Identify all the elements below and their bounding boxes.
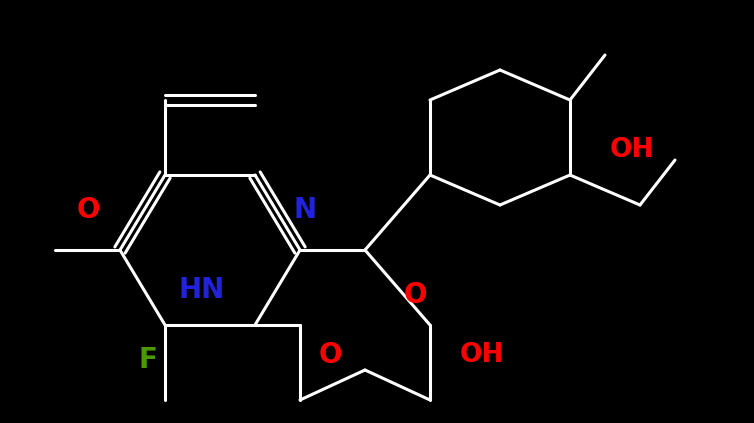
Text: F: F (139, 346, 158, 374)
Text: OH: OH (460, 342, 504, 368)
Text: N: N (293, 196, 317, 224)
Text: O: O (318, 341, 342, 369)
Text: OH: OH (610, 137, 654, 163)
Text: O: O (76, 196, 100, 224)
Text: HN: HN (179, 276, 225, 304)
Text: O: O (403, 281, 427, 309)
